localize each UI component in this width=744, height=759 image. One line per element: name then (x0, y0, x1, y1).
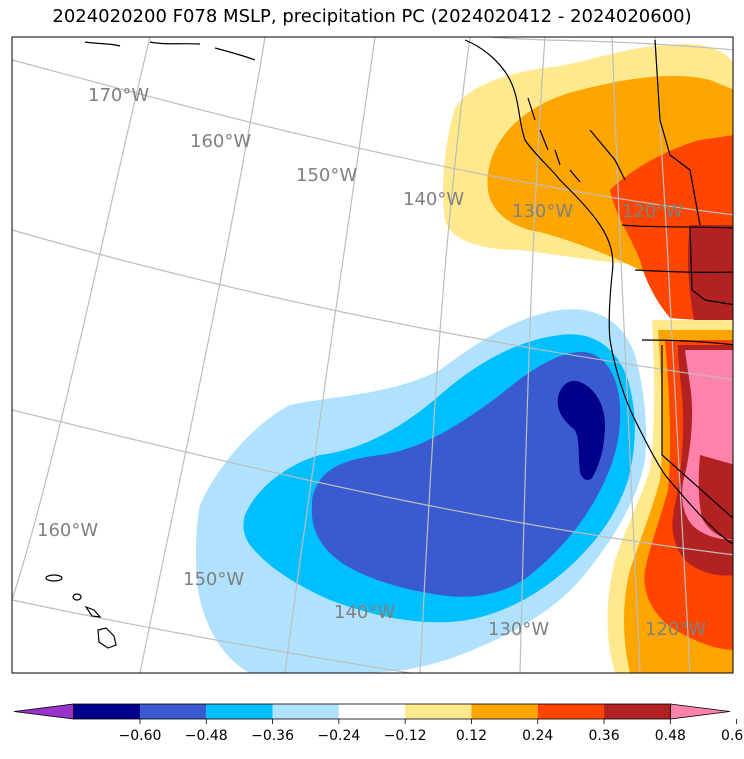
positive-anomaly-north (443, 44, 733, 335)
colorbar: −0.60 −0.48 −0.36 −0.24 −0.12 0.12 0.24 0.36 0.4… (13, 703, 744, 744)
colorbar-segment (272, 704, 339, 719)
colorbar-tick-label: −0.48 (185, 728, 228, 744)
colorbar-tick-label: −0.24 (317, 728, 360, 744)
graticule (12, 37, 733, 673)
negative-anomaly (195, 309, 647, 673)
lon-label: 130°W (512, 201, 573, 222)
colorbar-segment (206, 704, 273, 719)
positive-anomaly-south (607, 320, 733, 673)
colorbar-segment (73, 704, 140, 719)
colorbar-extend-max (669, 703, 731, 720)
colorbar-tick-label: −0.36 (251, 728, 294, 744)
map-title: 2024020200 F078 MSLP, precipitation PC (… (52, 6, 692, 27)
colorbar-segment (471, 704, 538, 719)
lon-label: 170°W (88, 85, 149, 106)
colorbar-segment (537, 704, 605, 719)
hawaii-islands (45, 574, 117, 649)
lon-label: 160°W (37, 520, 98, 541)
colorbar-segment (338, 704, 406, 719)
colorbar-extend-min (13, 703, 75, 720)
lon-label: 140°W (334, 602, 395, 623)
colorbar-tick-label: 0.48 (655, 728, 686, 744)
colorbar-tick-label: 0.60 (721, 728, 744, 744)
colorbar-tick-label: −0.12 (384, 728, 427, 744)
colorbar-segment (405, 704, 472, 719)
lon-label: 120°W (645, 619, 706, 640)
colorbar-outline (73, 703, 671, 720)
colorbar-tick-label: 0.36 (588, 728, 619, 744)
colorbar-tick-label: 0.24 (522, 728, 553, 744)
lon-label: 150°W (183, 569, 244, 590)
lon-label: 140°W (403, 189, 464, 210)
colorbar-tick-label: 0.12 (456, 728, 487, 744)
map-plot-area: 170°W 160°W 150°W 140°W 130°W 120°W 160°… (12, 37, 733, 673)
colorbar-segment (604, 704, 671, 719)
colorbar-tick-label: −0.60 (119, 728, 162, 744)
lon-label: 130°W (488, 619, 549, 640)
colorbar-segment (139, 704, 207, 719)
lon-label: 120°W (622, 201, 683, 222)
longitude-labels: 170°W 160°W 150°W 140°W 130°W 120°W 160°… (37, 85, 706, 640)
lon-label: 160°W (190, 131, 251, 152)
map-frame (11, 36, 734, 674)
lon-label: 150°W (296, 165, 357, 186)
coastlines (84, 39, 733, 545)
